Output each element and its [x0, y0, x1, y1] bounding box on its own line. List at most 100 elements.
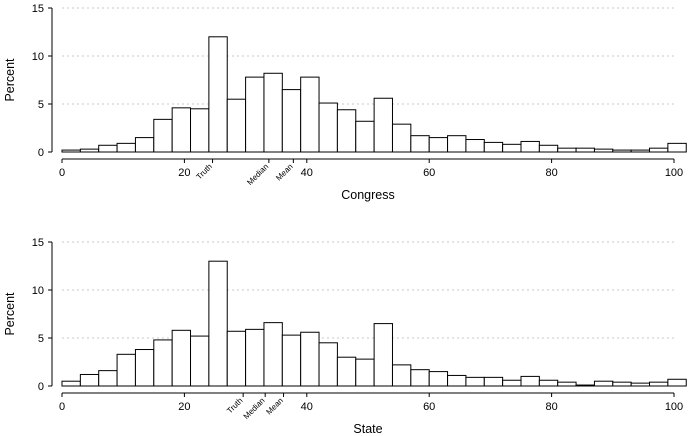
- state-bar-7: [190, 335, 210, 387]
- state-bar-1: [79, 373, 100, 387]
- state-bar-6: [171, 329, 192, 387]
- congress-bar-7: [190, 108, 210, 153]
- congress-bar-9: [226, 98, 247, 153]
- congress-bar-31: [630, 149, 651, 153]
- congress-bar-15: [336, 109, 357, 153]
- congress-bar-5: [153, 118, 173, 153]
- congress-bar-24: [502, 143, 522, 153]
- congress-bar-8: [208, 36, 228, 153]
- state-y-axis-title: Percent: [3, 292, 17, 336]
- state-bar-21: [447, 374, 467, 387]
- congress-bar-23: [483, 141, 504, 153]
- congress-bar-13: [300, 76, 320, 153]
- state-bar-20: [428, 371, 449, 387]
- congress-x-tick-label-0: 0: [59, 167, 65, 179]
- state-bar-26: [538, 379, 559, 387]
- state-bar-28: [575, 384, 595, 387]
- state-bar-11: [263, 322, 283, 387]
- congress-bar-20: [428, 137, 449, 153]
- state-x-tick-label-40: 40: [301, 401, 313, 413]
- congress-bar-0: [61, 149, 81, 153]
- state-bar-10: [245, 328, 265, 387]
- state-bar-32: [649, 381, 669, 387]
- state-bar-2: [98, 370, 118, 387]
- congress-bar-27: [557, 147, 577, 153]
- state-bar-17: [373, 323, 393, 387]
- congress-y-tick-label-15: 15: [32, 3, 44, 15]
- congress-histogram-panel: 0 5 10 15 0 20 40 60 80 100 Truth Median Mean Percent…: [3, 3, 687, 202]
- state-bar-9: [226, 330, 247, 387]
- state-x-tick-label-0: 0: [59, 401, 65, 413]
- congress-y-tick-label-10: 10: [32, 51, 44, 63]
- state-x-axis-title: State: [353, 422, 382, 436]
- congress-bar-32: [649, 147, 669, 153]
- state-bar-33: [667, 378, 687, 387]
- congress-bar-26: [538, 144, 559, 153]
- congress-bar-21: [447, 135, 467, 153]
- state-bar-3: [116, 353, 136, 387]
- congress-bar-14: [318, 102, 338, 153]
- congress-bar-1: [79, 148, 100, 153]
- state-bar-27: [557, 381, 577, 387]
- state-x-tick-label-20: 20: [178, 401, 190, 413]
- congress-bar-25: [520, 140, 540, 153]
- congress-x-axis-title: Congress: [341, 188, 395, 202]
- state-x-tick-label-100: 100: [665, 401, 683, 413]
- state-y-tick-label-0: 0: [38, 381, 44, 393]
- congress-annotation-mean: Mean: [274, 162, 295, 183]
- state-bar-15: [336, 356, 357, 387]
- state-annotation-mean: Mean: [264, 396, 285, 417]
- congress-bar-12: [281, 89, 302, 153]
- congress-x-tick-label-100: 100: [665, 167, 683, 179]
- state-annotation-median: Median: [242, 396, 267, 421]
- state-bar-12: [281, 334, 302, 387]
- state-y-tick-label-10: 10: [32, 285, 44, 297]
- state-bar-23: [483, 376, 504, 387]
- congress-bar-28: [575, 147, 595, 153]
- congress-bar-4: [134, 137, 155, 153]
- congress-y-axis-title: Percent: [3, 58, 17, 102]
- congress-x-tick-label-80: 80: [545, 167, 557, 179]
- state-bar-22: [465, 376, 485, 387]
- congress-bar-6: [171, 107, 192, 153]
- congress-x-tick-label-40: 40: [301, 167, 313, 179]
- congress-y-tick-label-5: 5: [38, 99, 44, 111]
- congress-bar-2: [98, 144, 118, 153]
- state-bar-29: [593, 380, 614, 387]
- congress-x-tick-label-20: 20: [178, 167, 190, 179]
- congress-bar-16: [355, 120, 375, 153]
- congress-bar-22: [465, 139, 485, 153]
- state-y-tick-label-5: 5: [38, 333, 44, 345]
- congress-bar-18: [391, 123, 412, 153]
- congress-x-tick-label-60: 60: [423, 167, 435, 179]
- congress-bar-19: [410, 135, 430, 153]
- state-x-tick-label-60: 60: [423, 401, 435, 413]
- state-bar-13: [300, 331, 320, 387]
- congress-bar-10: [245, 76, 265, 153]
- congress-annotation-truth: Truth: [195, 162, 214, 181]
- state-bar-16: [355, 358, 375, 387]
- state-bar-18: [391, 364, 412, 387]
- state-y-tick-label-15: 15: [32, 237, 44, 249]
- state-bar-19: [410, 369, 430, 387]
- state-bar-0: [61, 380, 81, 387]
- congress-bar-17: [373, 97, 393, 153]
- state-bar-25: [520, 375, 540, 387]
- congress-y-tick-label-0: 0: [38, 147, 44, 159]
- congress-bar-3: [116, 142, 136, 153]
- state-bar-31: [630, 382, 651, 387]
- congress-bar-33: [667, 142, 687, 153]
- state-bar-4: [134, 349, 155, 387]
- state-bar-30: [612, 381, 632, 387]
- congress-annotation-median: Median: [245, 162, 270, 187]
- state-bar-8: [208, 260, 228, 387]
- state-x-tick-label-80: 80: [545, 401, 557, 413]
- state-bar-5: [153, 339, 173, 387]
- state-annotation-truth: Truth: [225, 396, 244, 415]
- state-bar-24: [502, 379, 522, 387]
- state-bar-14: [318, 342, 338, 387]
- congress-bar-11: [263, 72, 283, 153]
- congress-bar-29: [593, 148, 614, 153]
